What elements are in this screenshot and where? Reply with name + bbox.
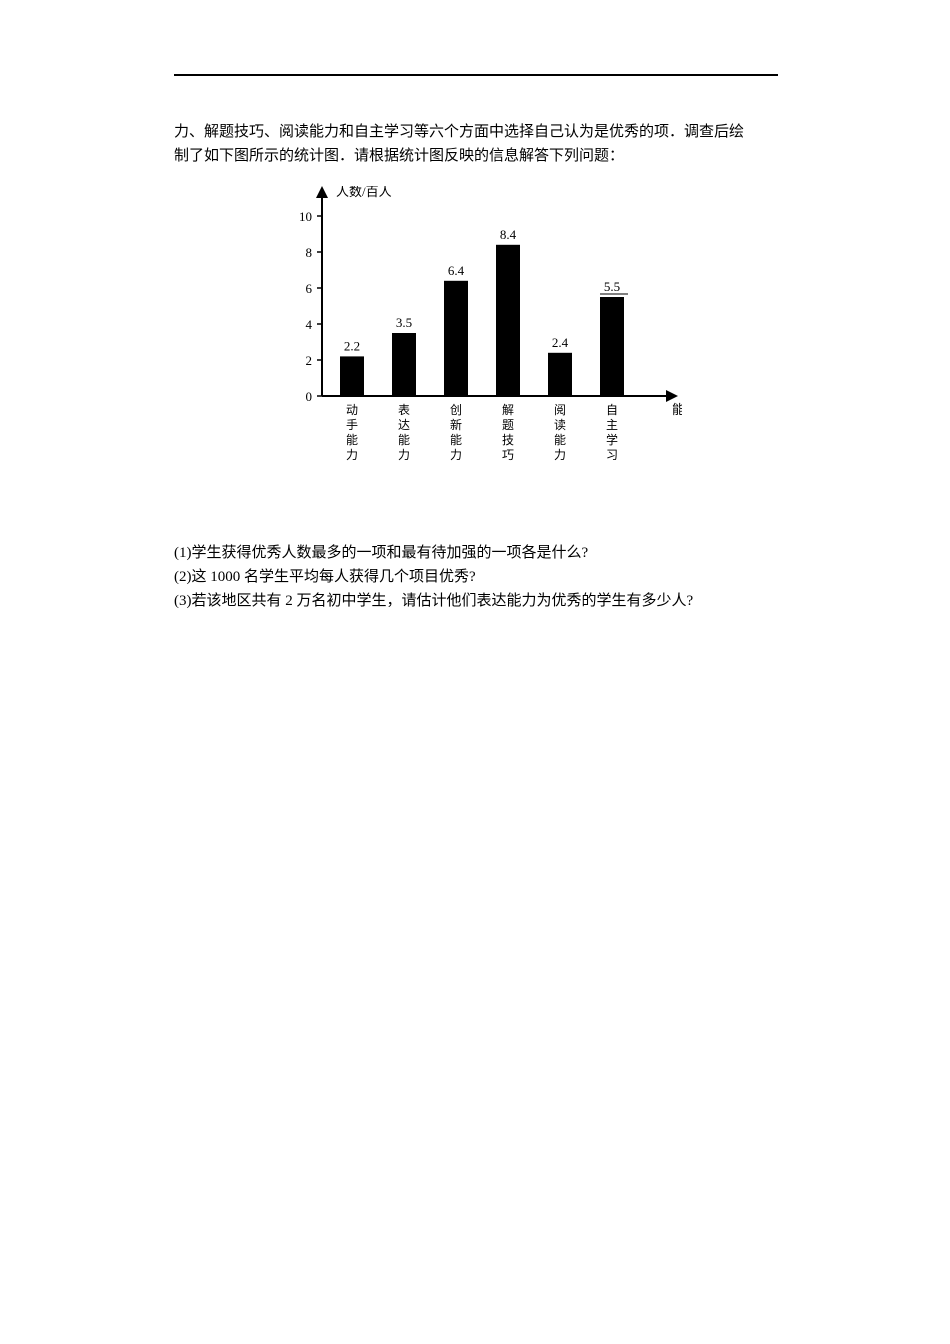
bar-value-label: 8.4 xyxy=(500,227,517,242)
bar-value-label: 2.2 xyxy=(344,338,360,353)
category-label: 习 xyxy=(606,448,618,462)
category-label: 能 xyxy=(554,433,566,447)
category-label: 主 xyxy=(606,418,618,432)
y-tick-label: 0 xyxy=(306,389,313,404)
bar xyxy=(392,333,416,396)
bar xyxy=(340,356,364,396)
chart-container: 0246810人数/百人2.2动手能力3.5表达能力6.4创新能力8.4解题技巧… xyxy=(262,186,778,501)
category-label: 自 xyxy=(606,403,618,417)
category-label: 读 xyxy=(554,418,566,432)
y-axis-label: 人数/百人 xyxy=(336,186,392,199)
bar xyxy=(548,353,572,396)
bar-chart: 0246810人数/百人2.2动手能力3.5表达能力6.4创新能力8.4解题技巧… xyxy=(262,186,682,496)
category-label: 手 xyxy=(346,418,358,432)
bar xyxy=(600,297,624,396)
intro-line-2: 制了如下图所示的统计图．请根据统计图反映的信息解答下列问题： xyxy=(174,144,778,168)
questions: (1)学生获得优秀人数最多的一项和最有待加强的一项各是什么? (2)这 1000… xyxy=(174,541,778,613)
category-label: 力 xyxy=(450,448,462,462)
bar-value-label: 5.5 xyxy=(604,279,620,294)
category-label: 达 xyxy=(398,418,410,432)
category-label: 阅 xyxy=(554,403,566,417)
question-2: (2)这 1000 名学生平均每人获得几个项目优秀? xyxy=(174,565,778,589)
bar-value-label: 3.5 xyxy=(396,315,412,330)
content-block: 力、解题技巧、阅读能力和自主学习等六个方面中选择自己认为是优秀的项．调查后绘 制… xyxy=(174,120,778,613)
category-label: 力 xyxy=(346,448,358,462)
y-tick-label: 2 xyxy=(306,353,313,368)
y-tick-label: 8 xyxy=(306,245,313,260)
category-label: 力 xyxy=(554,448,566,462)
page-top-rule xyxy=(174,74,778,76)
question-3: (3)若该地区共有 2 万名初中学生，请估计他们表达能力为优秀的学生有多少人? xyxy=(174,589,778,613)
intro-line-1: 力、解题技巧、阅读能力和自主学习等六个方面中选择自己认为是优秀的项．调查后绘 xyxy=(174,120,778,144)
bar xyxy=(496,245,520,396)
category-label: 创 xyxy=(450,403,462,417)
bar xyxy=(444,281,468,396)
category-label: 能 xyxy=(346,433,358,447)
category-label: 动 xyxy=(346,403,358,417)
y-tick-label: 6 xyxy=(306,281,313,296)
category-label: 学 xyxy=(606,432,618,447)
bar-value-label: 2.4 xyxy=(552,335,569,350)
category-label: 能 xyxy=(398,433,410,447)
category-label: 力 xyxy=(398,448,410,462)
category-label: 巧 xyxy=(502,448,514,462)
category-label: 题 xyxy=(502,418,514,432)
y-tick-label: 10 xyxy=(299,209,312,224)
category-label: 能 xyxy=(450,433,462,447)
category-label: 新 xyxy=(450,417,462,432)
y-tick-label: 4 xyxy=(306,317,313,332)
x-axis-label: 能力类型 xyxy=(672,402,682,417)
category-label: 技 xyxy=(502,433,514,447)
question-1: (1)学生获得优秀人数最多的一项和最有待加强的一项各是什么? xyxy=(174,541,778,565)
bar-value-label: 6.4 xyxy=(448,263,465,278)
category-label: 表 xyxy=(398,403,410,417)
category-label: 解 xyxy=(502,403,514,417)
